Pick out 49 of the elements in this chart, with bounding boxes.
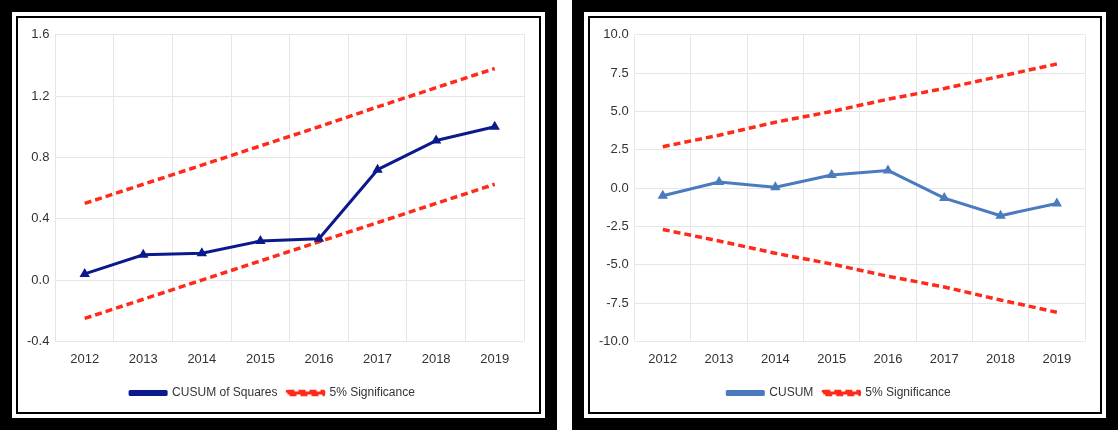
x-tick-label: 2016 (304, 350, 334, 366)
point (197, 248, 206, 257)
y-tick-label: 0.0 (610, 179, 629, 195)
y-tick-label: 7.5 (610, 64, 629, 80)
line-series (82, 182, 497, 321)
y-tick-label: 0.4 (31, 210, 50, 226)
x-tick-label: 2012 (648, 350, 678, 366)
y-tick-label: 1.2 (31, 87, 50, 103)
y-tick-label: -10.0 (598, 332, 629, 348)
y-tick-label: -7.5 (606, 294, 629, 310)
y-tick-label: 0.0 (31, 271, 50, 287)
line-series (82, 66, 497, 206)
x-tick-label: 2013 (704, 350, 734, 366)
point (827, 170, 836, 179)
x-tick-label: 2014 (187, 350, 217, 366)
x-tick-label: 2018 (986, 350, 1016, 366)
legend-label: 5% Significance (329, 385, 416, 400)
point (256, 236, 265, 244)
point (771, 182, 780, 191)
x-tick-label: 2014 (760, 350, 790, 366)
y-tick-label: -5.0 (606, 256, 629, 272)
y-tick-label: 5.0 (610, 103, 629, 119)
y-tick-label: 10.0 (603, 26, 629, 42)
legend-label: 5% Significance (865, 385, 952, 400)
y-tick-label: -0.4 (26, 332, 50, 348)
y-tick-label: -2.5 (606, 218, 629, 233)
line-series (661, 227, 1059, 315)
y-tick-label: 0.8 (31, 149, 50, 165)
point (883, 165, 893, 174)
y-tick-label: 1.6 (31, 26, 50, 42)
x-tick-label: 2017 (363, 350, 393, 366)
y-tick-label: 2.5 (610, 141, 629, 157)
x-tick-label: 2018 (421, 350, 451, 366)
x-tick-label: 2016 (873, 350, 903, 366)
point (940, 193, 949, 202)
line-series (661, 62, 1059, 149)
x-tick-label: 2015 (245, 350, 275, 366)
x-tick-label: 2013 (128, 350, 158, 366)
point (714, 177, 724, 185)
x-tick-label: 2019 (480, 350, 510, 366)
x-tick-label: 2019 (1042, 350, 1072, 366)
x-tick-label: 2015 (817, 350, 847, 366)
x-tick-label: 2012 (70, 350, 100, 366)
point (80, 269, 89, 277)
x-tick-label: 2017 (929, 350, 959, 366)
point (1052, 198, 1061, 207)
legend-label: CUSUM of Squares (172, 385, 278, 400)
legend-label: CUSUM (769, 385, 814, 400)
point (314, 234, 324, 242)
